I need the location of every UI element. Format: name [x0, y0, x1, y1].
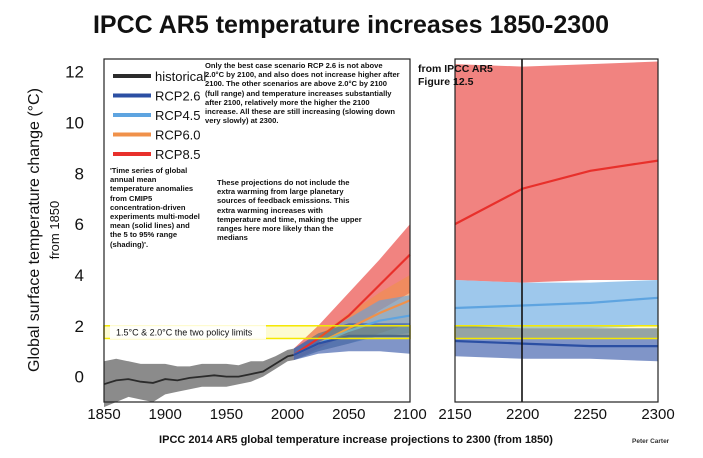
panel-left-border: [103, 58, 411, 403]
panel-right-border: [454, 58, 659, 403]
y-tick-8: 8: [75, 164, 84, 183]
x-tick-left-1850: 1850: [87, 406, 120, 423]
policy-band-left: 1.5°C & 2.0°C the two policy limits: [103, 325, 411, 340]
panel-right-annotation: from IPCC AR5 Figure 12.5: [418, 63, 493, 88]
left-series-lines: [103, 253, 411, 386]
legend-label-rcp8-5: RCP8.5: [155, 147, 201, 162]
policy-band-label: 1.5°C & 2.0°C the two policy limits: [116, 328, 253, 338]
rcp8-5-mean-right: [454, 159, 659, 226]
legend-label-rcp6-0: RCP6.0: [155, 128, 201, 143]
policy-band-label-bg: [110, 325, 266, 340]
x-tick-right-2300: 2300: [641, 406, 674, 423]
x-tick-left-2000: 2000: [271, 406, 304, 423]
rcp8-5-range-right: [455, 61, 658, 283]
historical-mean-left: [103, 354, 294, 386]
y-axis-ticks: 0 2 4 6 8 10 12: [65, 63, 84, 387]
x-axis-label: IPCC 2014 AR5 global temperature increas…: [159, 434, 553, 446]
chart-title: IPCC AR5 temperature increases 1850-2300: [93, 11, 609, 39]
legend-label-historical: historical: [155, 69, 206, 84]
y-tick-2: 2: [75, 317, 84, 336]
y-axis-label: Global surface temperature change (°C): [26, 88, 43, 372]
rcp2-6-range-left: [293, 323, 410, 361]
note-rcp-summary: Only the best case scenario RCP 2.6 is n…: [205, 61, 400, 126]
x-tick-right-2150: 2150: [438, 406, 471, 423]
y-tick-4: 4: [75, 266, 84, 285]
x-tick-left-2100: 2100: [393, 406, 426, 423]
x-tick-right-2250: 2250: [574, 406, 607, 423]
policy-band-right: [454, 325, 659, 340]
legend-label-rcp4-5: RCP4.5: [155, 108, 201, 123]
historical-range-left: [104, 348, 294, 408]
rcp2-6-range-right: [455, 325, 658, 362]
rcp8-5-mean-left: [293, 253, 411, 356]
rcp2-6-mean-right: [454, 339, 658, 348]
y-tick-10: 10: [65, 114, 84, 133]
panel-right: [454, 58, 659, 403]
y-tick-12: 12: [65, 63, 84, 82]
right-series-lines: [454, 159, 659, 348]
y-tick-0: 0: [75, 368, 84, 387]
x-axis-ticks: 1850 1900 1950 2000 2050 2100 2150 2200 2250 2300: [87, 406, 674, 423]
legend-label-rcp2-6: RCP2.6: [155, 89, 201, 104]
x-tick-left-1950: 1950: [210, 406, 243, 423]
y-tick-6: 6: [75, 215, 84, 234]
legend: historical RCP2.6 RCP4.5 RCP6.0 RCP8.5: [107, 63, 206, 162]
y-axis-sublabel: from 1850: [47, 201, 62, 260]
policy-band-rect-right: [454, 325, 659, 340]
credit-label: Peter Carter: [632, 438, 670, 445]
legend-box: [107, 63, 204, 160]
x-tick-left-1900: 1900: [149, 406, 182, 423]
x-tick-left-2050: 2050: [332, 406, 365, 423]
note-cmip5-definition: 'Time series of global annual mean tempe…: [110, 166, 200, 249]
rcp4-5-mean-right: [454, 296, 659, 310]
rcp2-6-mean-left: [293, 334, 410, 356]
note-feedback-warming: These projections do not include the ext…: [217, 178, 362, 243]
x-tick-right-2200: 2200: [506, 406, 539, 423]
right-series-shading: [455, 61, 658, 362]
